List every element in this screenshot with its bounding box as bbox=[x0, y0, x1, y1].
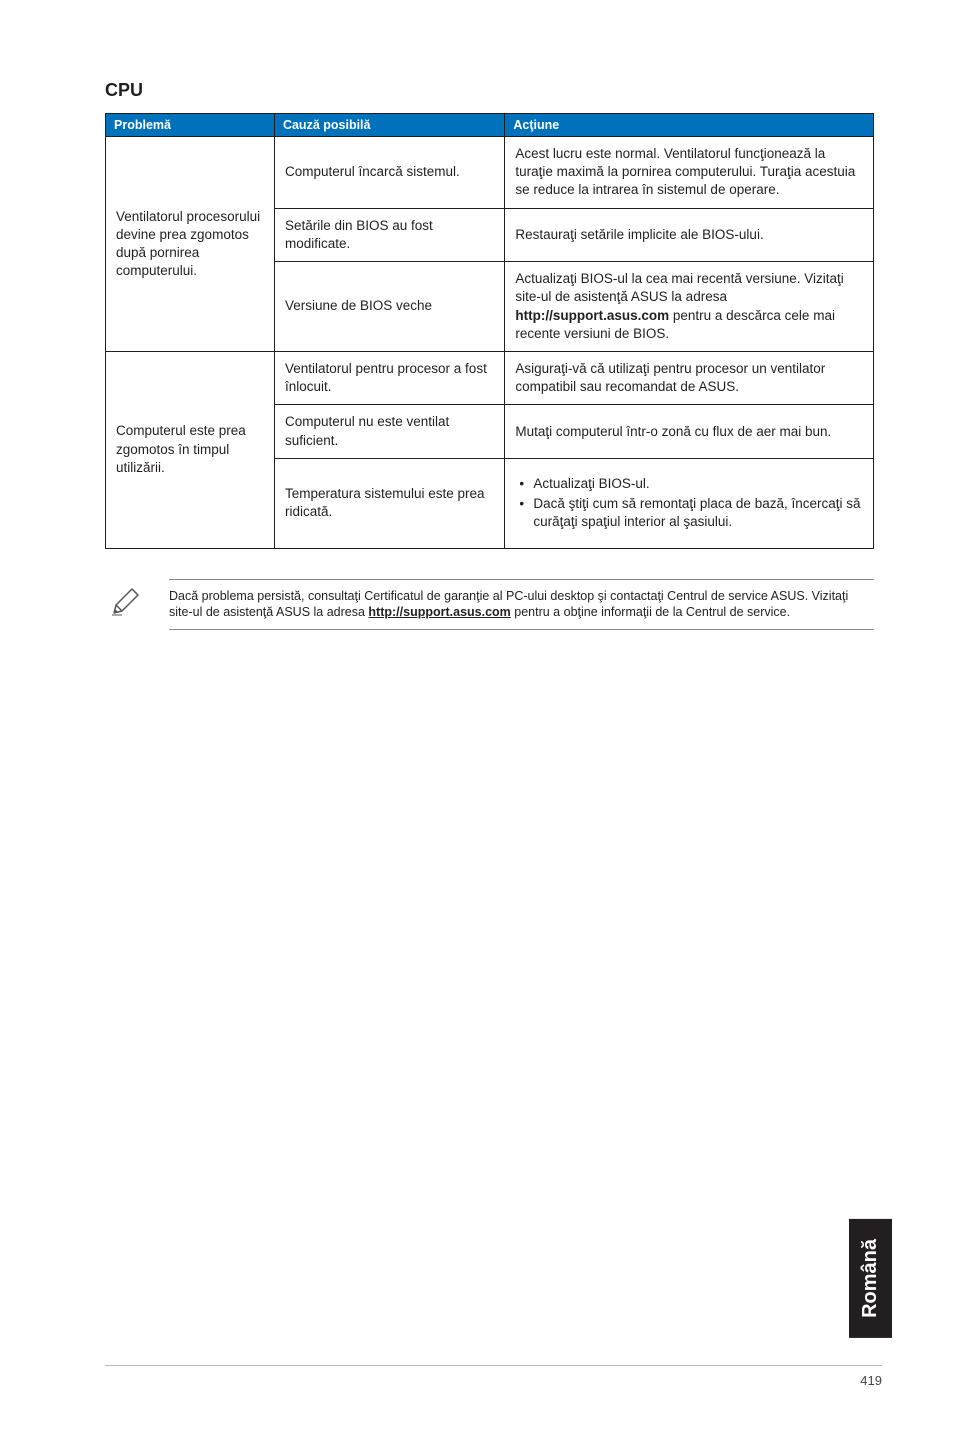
col-header-problem: Problemă bbox=[106, 114, 275, 137]
cell-cause: Computerul nu este ventilat suficient. bbox=[274, 405, 504, 458]
col-header-action: Acţiune bbox=[505, 114, 874, 137]
cell-problem: Computerul este prea zgomotos în timpul … bbox=[106, 351, 275, 548]
table-row: Computerul este prea zgomotos în timpul … bbox=[106, 351, 874, 404]
cell-problem: Ventilatorul procesorului devine prea zg… bbox=[106, 137, 275, 352]
action-list-item: Actualizaţi BIOS-ul. bbox=[519, 475, 863, 493]
action-list: Actualizaţi BIOS-ul. Dacă ştiţi cum să r… bbox=[515, 475, 863, 532]
cell-cause: Versiune de BIOS veche bbox=[274, 262, 504, 352]
cpu-troubleshoot-table: Problemă Cauză posibilă Acţiune Ventilat… bbox=[105, 113, 874, 549]
cell-cause: Computerul încarcă sistemul. bbox=[274, 137, 504, 209]
cell-action: Actualizaţi BIOS-ul. Dacă ştiţi cum să r… bbox=[505, 458, 874, 548]
cell-action: Restauraţi setările implicite ale BIOS-u… bbox=[505, 208, 874, 261]
cell-cause: Temperatura sistemului este prea ridicat… bbox=[274, 458, 504, 548]
action-list-item: Dacă ştiţi cum să remontaţi placa de baz… bbox=[519, 495, 863, 531]
section-title: CPU bbox=[105, 80, 874, 101]
table-header-row: Problemă Cauză posibilă Acţiune bbox=[106, 114, 874, 137]
note-block: Dacă problema persistă, consultaţi Certi… bbox=[105, 579, 874, 631]
note-link[interactable]: http://support.asus.com bbox=[368, 605, 510, 619]
cell-action: Mutaţi computerul într-o zonă cu flux de… bbox=[505, 405, 874, 458]
page-number: 419 bbox=[860, 1373, 882, 1388]
note-post: pentru a obţine informaţii de la Centrul… bbox=[511, 605, 790, 619]
cell-cause: Setările din BIOS au fost modificate. bbox=[274, 208, 504, 261]
cell-action: Asiguraţi-vă că utilizaţi pentru proceso… bbox=[505, 351, 874, 404]
col-header-cause: Cauză posibilă bbox=[274, 114, 504, 137]
action-text-bold: http://support.asus.com bbox=[515, 308, 669, 323]
cell-cause: Ventilatorul pentru procesor a fost înlo… bbox=[274, 351, 504, 404]
cell-action: Actualizaţi BIOS-ul la cea mai recentă v… bbox=[505, 262, 874, 352]
footer-rule bbox=[105, 1365, 882, 1366]
pencil-note-icon bbox=[105, 579, 145, 619]
language-tab: Română bbox=[849, 1219, 892, 1338]
note-text: Dacă problema persistă, consultaţi Certi… bbox=[169, 579, 874, 631]
action-text-pre: Actualizaţi BIOS-ul la cea mai recentă v… bbox=[515, 271, 843, 304]
table-row: Ventilatorul procesorului devine prea zg… bbox=[106, 137, 874, 209]
cell-action: Acest lucru este normal. Ventilatorul fu… bbox=[505, 137, 874, 209]
